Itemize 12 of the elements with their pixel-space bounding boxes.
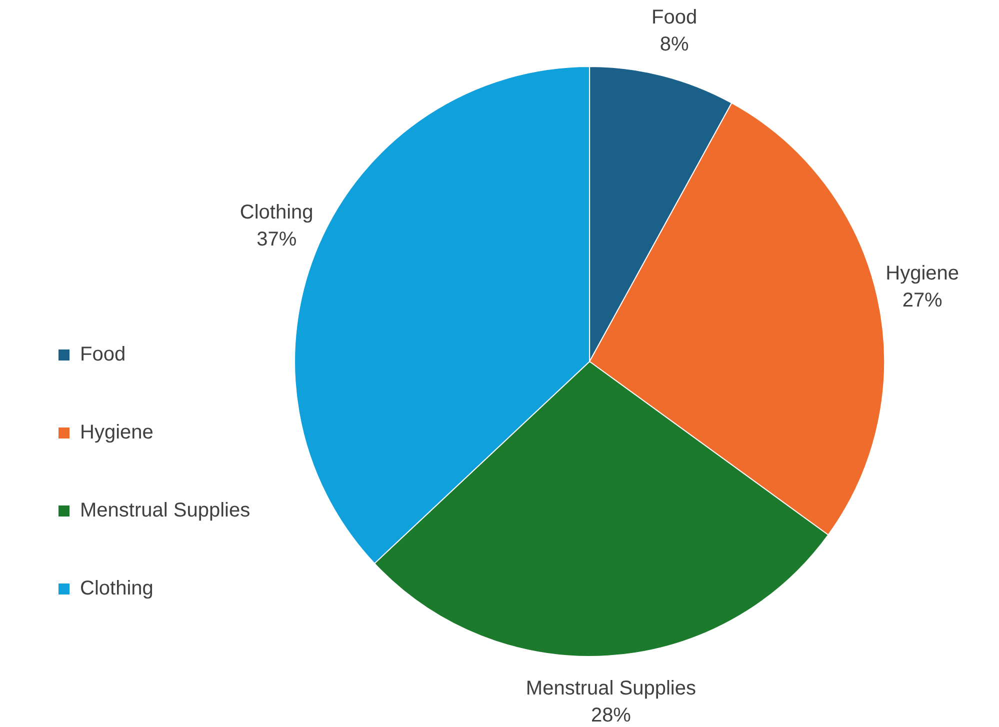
legend-label: Menstrual Supplies xyxy=(80,500,250,522)
data-label: 8% xyxy=(660,34,690,56)
slice-label: Food xyxy=(652,6,698,29)
legend-label: Clothing xyxy=(80,578,154,600)
slice-label: Menstrual Supplies xyxy=(526,677,696,700)
slice-label: Hygiene xyxy=(886,262,960,285)
legend-label: Hygiene xyxy=(80,422,154,444)
legend-label: Food xyxy=(80,344,126,366)
slice-label: Clothing xyxy=(240,202,314,224)
data-label: 37% xyxy=(256,228,297,251)
data-label: 27% xyxy=(902,290,943,312)
data-label: 28% xyxy=(590,704,632,726)
